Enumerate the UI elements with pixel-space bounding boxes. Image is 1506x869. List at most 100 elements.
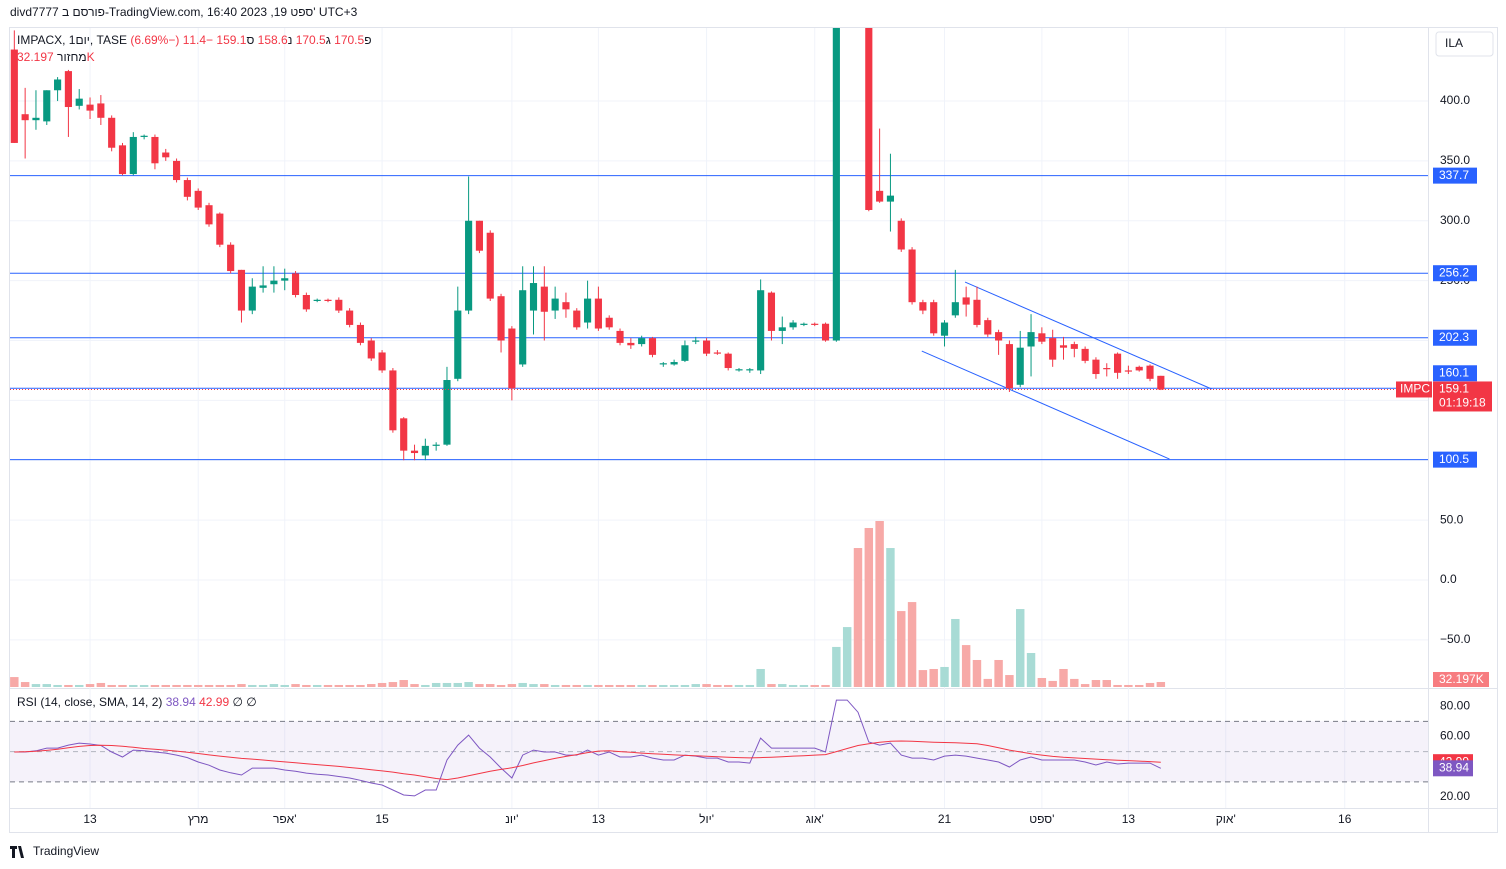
ohlc-label: ג (326, 33, 331, 47)
rsi-band-fill (10, 721, 1428, 782)
candle-body (800, 323, 808, 325)
volume-bar (1102, 680, 1111, 687)
candle-body (951, 302, 959, 316)
candle-body (1059, 345, 1068, 348)
rsi-ma-value: 42.99 (199, 695, 229, 709)
volume-bar (778, 684, 787, 687)
volume-bar (886, 548, 895, 687)
volume-bar (1080, 684, 1090, 687)
hline-label-box (1433, 265, 1477, 282)
candle-body (540, 286, 548, 312)
volume-bar (1145, 682, 1155, 687)
candle-body (940, 322, 949, 336)
candle-body (465, 220, 473, 311)
countdown: 01:19:18 (1439, 396, 1486, 410)
candle-body (75, 98, 83, 106)
candle-body (995, 332, 1003, 341)
volume-bar (150, 684, 160, 687)
candle-body (767, 292, 776, 331)
candle-body (335, 299, 343, 311)
candle-body (886, 195, 895, 202)
rsi-pane (10, 699, 1428, 797)
candle-body (443, 380, 451, 445)
volume-bar (377, 682, 387, 687)
hline-label-box (1433, 167, 1477, 184)
trendline (964, 281, 1212, 390)
candle-body (702, 340, 711, 354)
candle-body (486, 232, 494, 299)
volume-bar (702, 684, 711, 687)
volume-bar (929, 668, 938, 687)
candle-body (259, 285, 267, 288)
volume-bar (864, 527, 874, 687)
volume-bar (367, 684, 376, 687)
currency: ILA (1445, 36, 1463, 50)
x-tick-label: 16 (1338, 812, 1352, 826)
candle-body (1124, 370, 1132, 372)
volume-bar (486, 684, 495, 687)
hline-label: 202.3 (1439, 330, 1469, 344)
legend: IMPACX, 1יום, TASE פ170.5 ג170.5 נ158.6 … (17, 33, 372, 47)
volume-name: מחזור (57, 50, 87, 64)
x-tick-label: ספט' (1029, 812, 1054, 826)
candle-body (519, 290, 527, 365)
candle-body (140, 135, 148, 137)
volume-bar (356, 684, 365, 687)
ohlc-label: נ (288, 33, 293, 47)
rsi-line (14, 699, 1162, 797)
x-tick-label: 21 (938, 812, 952, 826)
candle-body (1157, 375, 1165, 390)
candle-body (291, 273, 300, 296)
volume-bar (345, 684, 354, 687)
volume-bar (951, 618, 960, 687)
candle-body (746, 369, 754, 371)
candle-body (897, 220, 905, 250)
symbol-tag: IMPC (1400, 382, 1430, 396)
volume-bar (918, 670, 928, 687)
volume-bar (31, 684, 41, 687)
candle-body (648, 338, 657, 355)
volume-bar (399, 680, 408, 687)
hline-label: 100.5 (1439, 452, 1469, 466)
candle-body (562, 302, 570, 310)
candle-body (118, 145, 127, 175)
ohlc-label: ס (246, 33, 254, 47)
volume-bar (1059, 668, 1068, 687)
candle-body (108, 117, 116, 148)
rsi-tick-label: 60.00 (1440, 729, 1470, 743)
candle-body (984, 320, 992, 335)
volume-bar (734, 684, 744, 687)
candle-body (281, 278, 289, 281)
volume-bar (129, 684, 138, 687)
volume-bar (75, 684, 84, 687)
volume-bar (572, 684, 581, 687)
candle-body (551, 298, 559, 311)
volume-bar (42, 684, 51, 687)
volume-bar (518, 682, 527, 687)
volume-bar (388, 682, 398, 687)
volume-bar (842, 627, 852, 687)
currency-box[interactable] (1435, 31, 1494, 57)
volume-bar (875, 521, 884, 687)
frame (9, 27, 1498, 833)
candle-body (1070, 344, 1078, 349)
candle-body (573, 310, 581, 328)
candle-body (270, 280, 278, 285)
candle-body (367, 340, 375, 359)
volume-bar (691, 684, 700, 687)
volume-bar (648, 684, 657, 687)
candle-body (237, 269, 246, 311)
candle-body (616, 330, 624, 343)
volume-bar (723, 684, 733, 687)
volume-bar (475, 684, 484, 687)
volume-tag-box (1433, 672, 1489, 687)
candle-body (183, 180, 191, 197)
volume-bar (118, 684, 127, 687)
candle-body (919, 302, 927, 311)
candle-body (1038, 333, 1046, 342)
rsi-title: RSI (14, close, SMA, 14, 2) (17, 695, 162, 709)
candle-body (821, 323, 830, 341)
candle-body (1049, 338, 1057, 360)
volume-bar (961, 645, 971, 687)
